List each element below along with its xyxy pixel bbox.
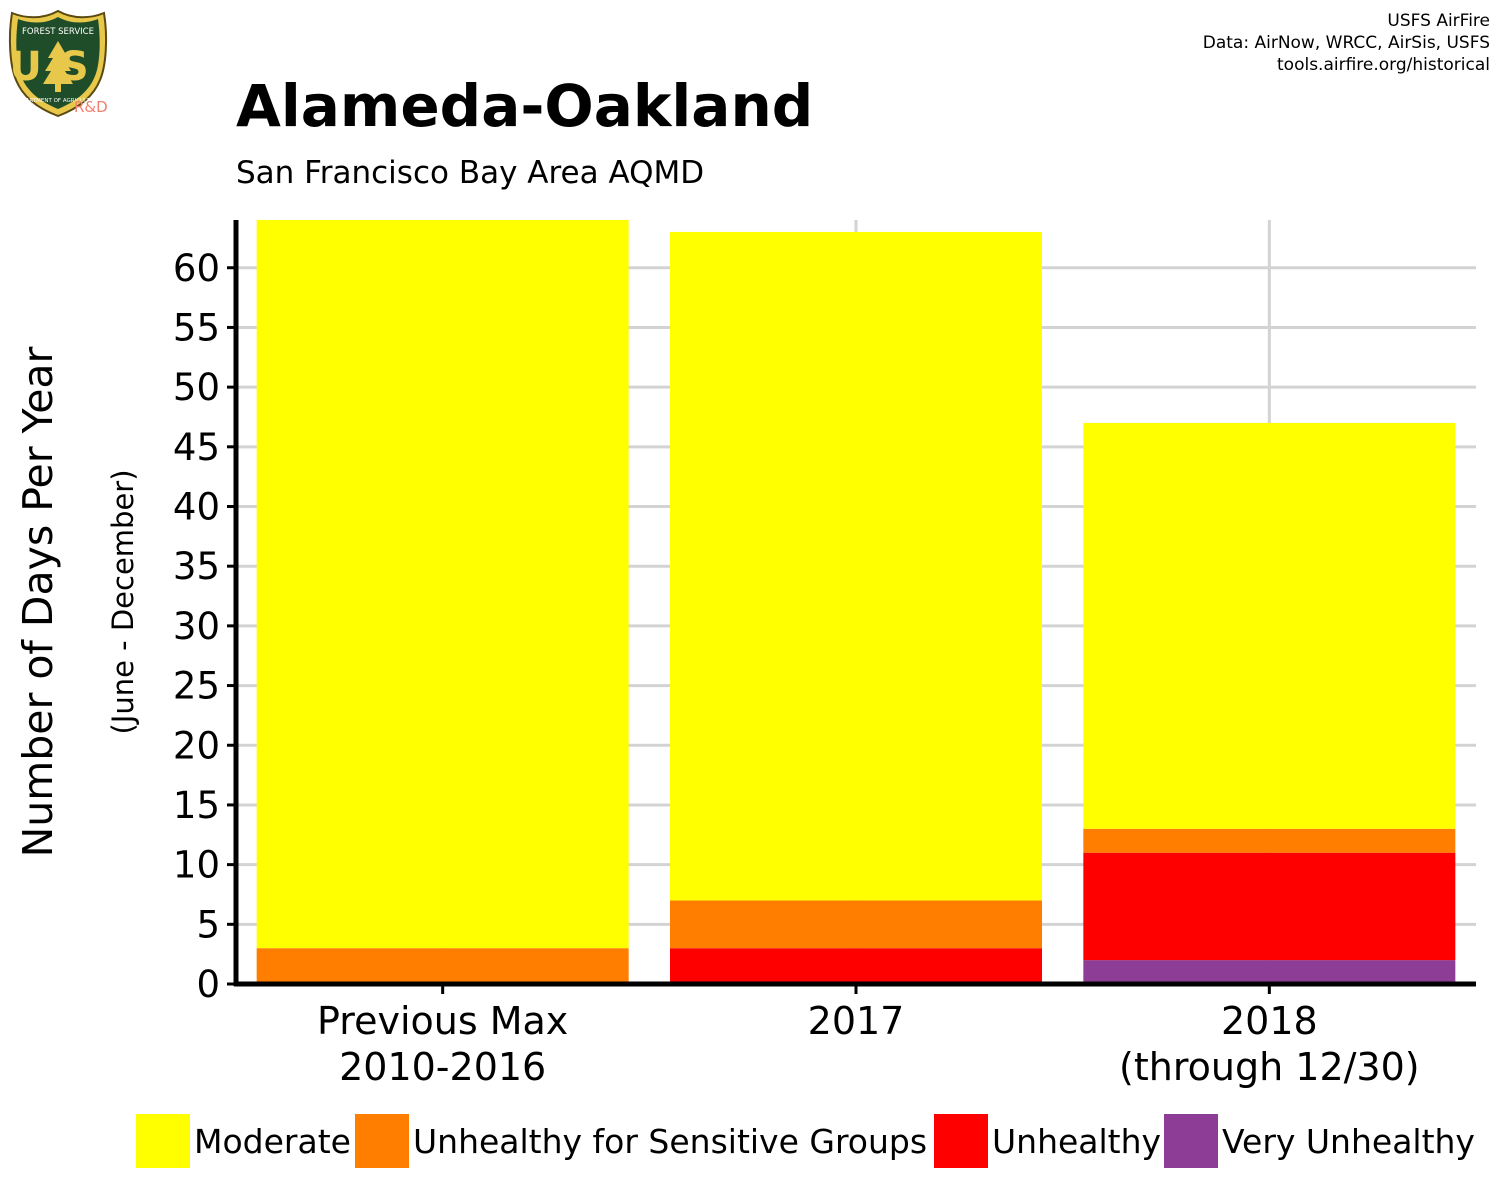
logo-bottom-text: DEPARTMENT OF AGRICULTURE — [15, 98, 102, 104]
x-tick-label: 2017 — [808, 999, 905, 1043]
y-tick-label: 45 — [173, 426, 220, 469]
axes-layer — [227, 220, 1476, 994]
x-tick-label: (through 12/30) — [1119, 1045, 1420, 1089]
bar-segment — [1083, 852, 1456, 961]
bars-layer — [256, 220, 1456, 984]
logo-top-text: FOREST SERVICE — [22, 27, 94, 37]
usfs-shield-icon: FOREST SERVICE US DEPARTMENT OF AGRICULT… — [8, 9, 108, 118]
bar-segment — [256, 948, 629, 984]
y-tick-label: 5 — [196, 903, 220, 946]
rd-badge: R&D — [74, 98, 108, 116]
y-tick-label: 25 — [173, 665, 220, 708]
y-tick-label: 50 — [173, 366, 220, 409]
x-tick-label: Previous Max — [317, 999, 568, 1043]
y-tick-label: 0 — [196, 963, 220, 1006]
y-tick-label: 10 — [173, 844, 220, 887]
legend-label: Very Unhealthy — [1222, 1122, 1475, 1161]
bar-segment — [670, 948, 1042, 984]
y-tick-label: 40 — [173, 486, 220, 529]
legend-swatch — [934, 1114, 988, 1168]
y-axis-title: Number of Days Per Year — [14, 346, 62, 857]
labels-layer: 0 5 10 15 20 25 30 35 40 45 50 55 60 Previous Max2010… — [14, 247, 1420, 1089]
credits: USFS AirFire Data: AirNow, WRCC, AirSis,… — [1203, 10, 1490, 76]
credit-line: tools.airfire.org/historical — [1277, 55, 1490, 75]
bar-segment — [670, 231, 1042, 901]
y-axis-subtitle: (June - December) — [106, 469, 140, 734]
y-tick-label: 15 — [173, 784, 220, 827]
chart-title: Alameda-Oakland — [236, 72, 814, 140]
credit-line: USFS AirFire — [1387, 11, 1490, 31]
legend-label: Moderate — [194, 1122, 351, 1161]
bar-segment — [670, 900, 1042, 949]
y-tick-label: 55 — [173, 306, 220, 349]
legend-swatch — [355, 1114, 409, 1168]
bar-segment — [256, 220, 629, 949]
chart-subtitle: San Francisco Bay Area AQMD — [236, 155, 705, 191]
x-tick-label: 2010-2016 — [339, 1045, 546, 1089]
legend-swatch — [1164, 1114, 1218, 1168]
x-tick-label: 2018 — [1221, 999, 1318, 1043]
legend-swatch — [136, 1114, 190, 1168]
legend-label: Unhealthy — [992, 1122, 1161, 1161]
credit-line: Data: AirNow, WRCC, AirSis, USFS — [1202, 33, 1490, 53]
y-tick-label: 35 — [173, 545, 220, 588]
y-tick-label: 20 — [173, 724, 220, 767]
y-tick-label: 60 — [173, 247, 220, 290]
bar-segment — [1083, 828, 1456, 853]
bar-segment — [1083, 960, 1456, 984]
bar-segment — [1083, 422, 1456, 829]
legend-label: Unhealthy for Sensitive Groups — [413, 1122, 927, 1161]
legend: Moderate Unhealthy for Sensitive Groups Un… — [136, 1114, 1475, 1168]
y-tick-label: 30 — [173, 605, 220, 648]
